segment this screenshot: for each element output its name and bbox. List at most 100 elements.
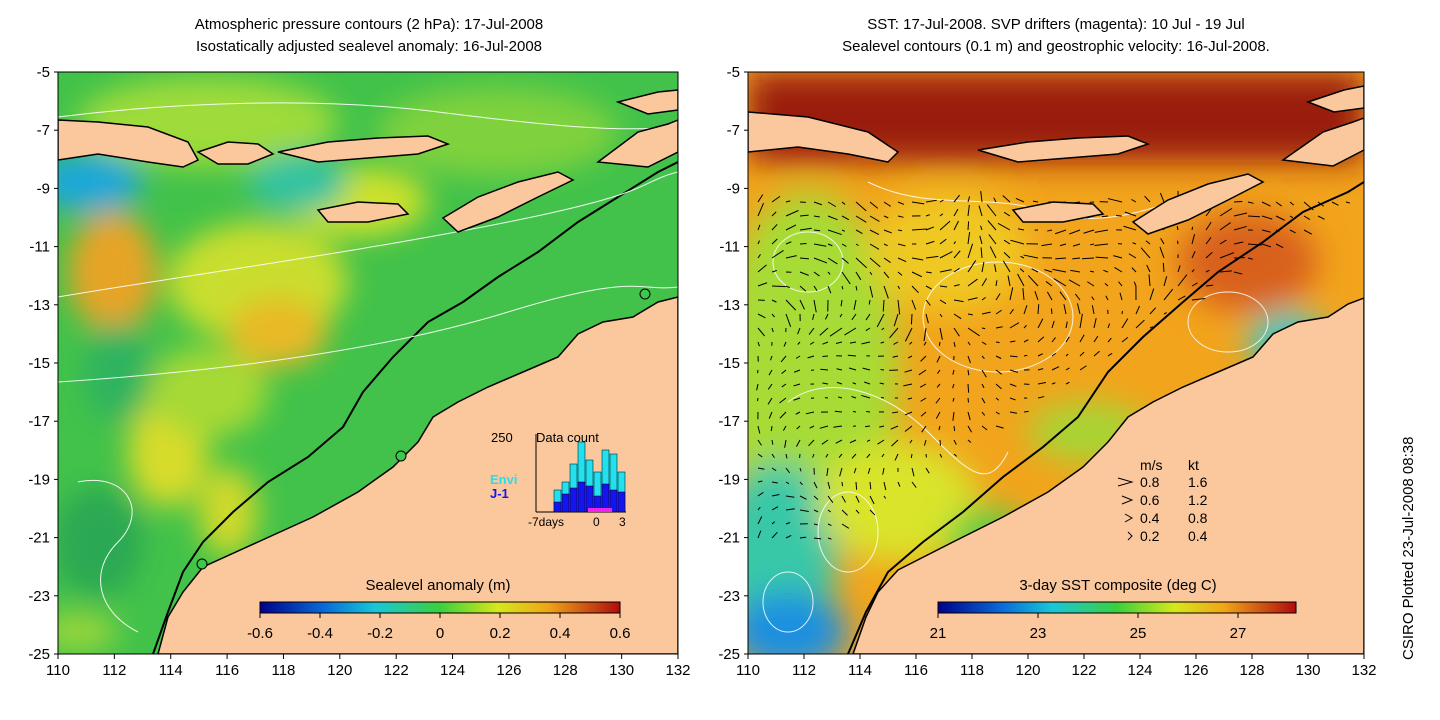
velocity-key-header-ms: m/s [1140,457,1163,473]
x-axis-tick-label: 116 [904,662,928,679]
velocity-arrow [967,383,970,393]
x-axis-tick-label: 128 [553,662,578,679]
y-axis-tick-label: -21 [28,530,50,547]
inset-bar-j1 [617,491,626,513]
x-axis-tick-label: 126 [496,662,521,679]
credit-label: CSIRO Plotted 23-Jul-2008 08:38 [1400,436,1417,660]
right-title-line-1: SST: 17-Jul-2008. SVP drifters (magenta)… [867,16,1245,33]
inset-xtick-zero: 0 [593,515,600,529]
y-axis-tick-label: -5 [37,64,50,81]
sst-colorbar-title: 3-day SST composite (deg C) [1019,577,1216,594]
y-axis-tick-label: -25 [28,646,50,663]
inset-xtick-end: 3 [619,515,626,529]
colorbar-tick-label: 0.4 [550,625,571,642]
x-axis-tick-label: 112 [792,662,816,679]
velocity-arrow [880,396,885,399]
velocity-arrow [1023,410,1029,413]
velocity-arrow [995,341,1000,344]
sla-marker-point [395,450,407,462]
y-axis-tick-label: -9 [37,180,50,197]
colorbar-tick-label: -0.4 [307,625,333,642]
sla-marker-point [639,288,651,300]
x-axis-tick-label: 130 [609,662,634,679]
velocity-arrow [880,369,885,371]
velocity-arrow [855,481,858,490]
velocity-arrow [953,425,956,432]
velocity-arrow [1191,226,1194,231]
colorbar-tick-label: 25 [1130,625,1147,642]
velocity-arrow [967,221,970,231]
y-axis-tick-label: -23 [718,588,740,605]
inset-bar-j1 [569,487,578,513]
x-axis-tick-label: 122 [384,662,409,679]
y-axis-tick-label: -19 [28,471,50,488]
x-axis-tick-label: 112 [102,662,126,679]
colorbar-tick-label: 0.2 [490,625,511,642]
x-axis-tick-label: 118 [960,662,984,679]
x-axis-tick-label: 132 [1351,662,1376,679]
x-axis-tick-label: 124 [440,662,465,679]
velocity-key-ms: 0.4 [1140,510,1160,526]
velocity-key-kt: 1.2 [1188,492,1208,508]
inset-bar-j1 [553,501,562,513]
velocity-arrow [967,397,970,403]
x-axis-tick-label: 130 [1295,662,1320,679]
sla-colorbar-title: Sealevel anomaly (m) [365,577,510,594]
colorbar-tick-label: 23 [1030,625,1047,642]
inset-max-label: 250 [491,430,513,445]
velocity-arrow [1050,308,1053,315]
velocity-arrow [1162,262,1165,273]
y-axis-tick-label: -25 [718,646,740,663]
x-axis-tick-label: 132 [665,662,690,679]
x-axis-tick-label: 116 [215,662,239,679]
x-axis-tick-label: 114 [159,662,183,679]
right-title-line-2: Sealevel contours (0.1 m) and geostrophi… [842,38,1270,55]
velocity-arrow [1023,354,1028,357]
velocity-arrow [938,341,941,346]
inset-bar-j1 [561,493,570,513]
inset-legend-envi: Envi [490,472,517,487]
colorbar-tick-label: 21 [930,625,947,642]
inset-title: Data count [536,430,599,445]
velocity-arrow [771,285,786,288]
inset-xtick-start: -7days [528,515,564,529]
velocity-key-ms: 0.6 [1140,492,1160,508]
x-axis-tick-label: 128 [1239,662,1264,679]
inset-drifter-bar [588,508,612,512]
y-axis-tick-label: -15 [28,355,50,372]
velocity-arrow [799,242,807,245]
velocity-key-kt: 0.4 [1188,528,1208,544]
velocity-key-ms: 0.8 [1140,474,1160,490]
sst-map: m/s kt 0.8 1.6 0.6 1.2 0.4 0.8 0.2 0.4 3-day SS… [748,72,1364,654]
sla-colorbar-gradient [259,601,621,614]
sla-marker-point [196,558,208,570]
left-map-title: Atmospheric pressure contours (2 hPa): 1… [60,14,678,58]
colorbar-tick-label: 0 [436,625,444,642]
y-axis-tick-label: -9 [727,180,740,197]
y-axis-tick-label: -15 [718,355,740,372]
y-axis-tick-label: -13 [28,297,50,314]
x-axis-tick-label: 118 [271,662,295,679]
velocity-arrow [910,313,913,325]
velocity-arrow [841,481,844,487]
y-axis-tick-label: -23 [28,588,50,605]
velocity-key-header-kt: kt [1188,457,1199,473]
inset-bar-j1 [577,481,586,513]
x-axis-tick-label: 126 [1183,662,1208,679]
colorbar-tick-label: -0.6 [247,625,273,642]
inset-legend-j1: J-1 [490,486,509,501]
y-axis-tick-label: -13 [718,297,740,314]
y-axis-tick-label: -21 [718,530,740,547]
inset-bar-j1 [601,483,610,513]
left-title-line-1: Atmospheric pressure contours (2 hPa): 1… [194,16,544,33]
velocity-arrow [865,425,871,428]
x-axis-tick-label: 120 [327,662,352,679]
y-axis-tick-label: -17 [28,413,50,430]
velocity-key-ms: 0.2 [1140,528,1160,544]
left-title-line-2: Isostatically adjusted sealevel anomaly:… [195,38,543,55]
x-axis-tick-label: 110 [46,662,70,679]
sst-map-canvas: m/s kt 0.8 1.6 0.6 1.2 0.4 0.8 0.2 0.4 3-day SS… [748,72,1364,654]
velocity-key-kt: 1.6 [1188,474,1208,490]
sst-colorbar-gradient [937,601,1297,614]
y-axis-tick-label: -19 [718,471,740,488]
